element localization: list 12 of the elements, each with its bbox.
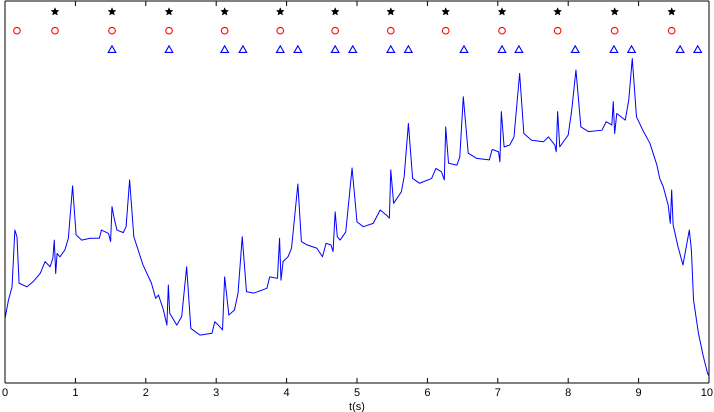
x-tick-label: 2 (142, 387, 149, 399)
x-tick-label: 7 (494, 387, 501, 399)
x-tick-label: 1 (72, 387, 78, 399)
x-tick-label: 0 (2, 387, 8, 399)
x-tick-label: 8 (565, 387, 572, 399)
x-tick-label: 4 (284, 387, 290, 399)
x-tick-label: 5 (354, 387, 360, 399)
x-tick-label: 3 (213, 387, 220, 399)
x-tick-label: 6 (424, 387, 430, 399)
x-axis-title: t(s) (349, 401, 365, 412)
x-tick-label: 10 (700, 387, 713, 399)
x-tick-label: 9 (636, 387, 642, 399)
